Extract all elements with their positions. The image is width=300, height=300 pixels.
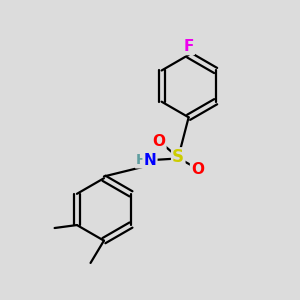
Text: F: F xyxy=(184,39,194,54)
Text: N: N xyxy=(144,153,156,168)
Text: O: O xyxy=(152,134,165,148)
Text: S: S xyxy=(172,148,184,166)
Text: O: O xyxy=(191,162,204,177)
Text: H: H xyxy=(136,153,148,167)
